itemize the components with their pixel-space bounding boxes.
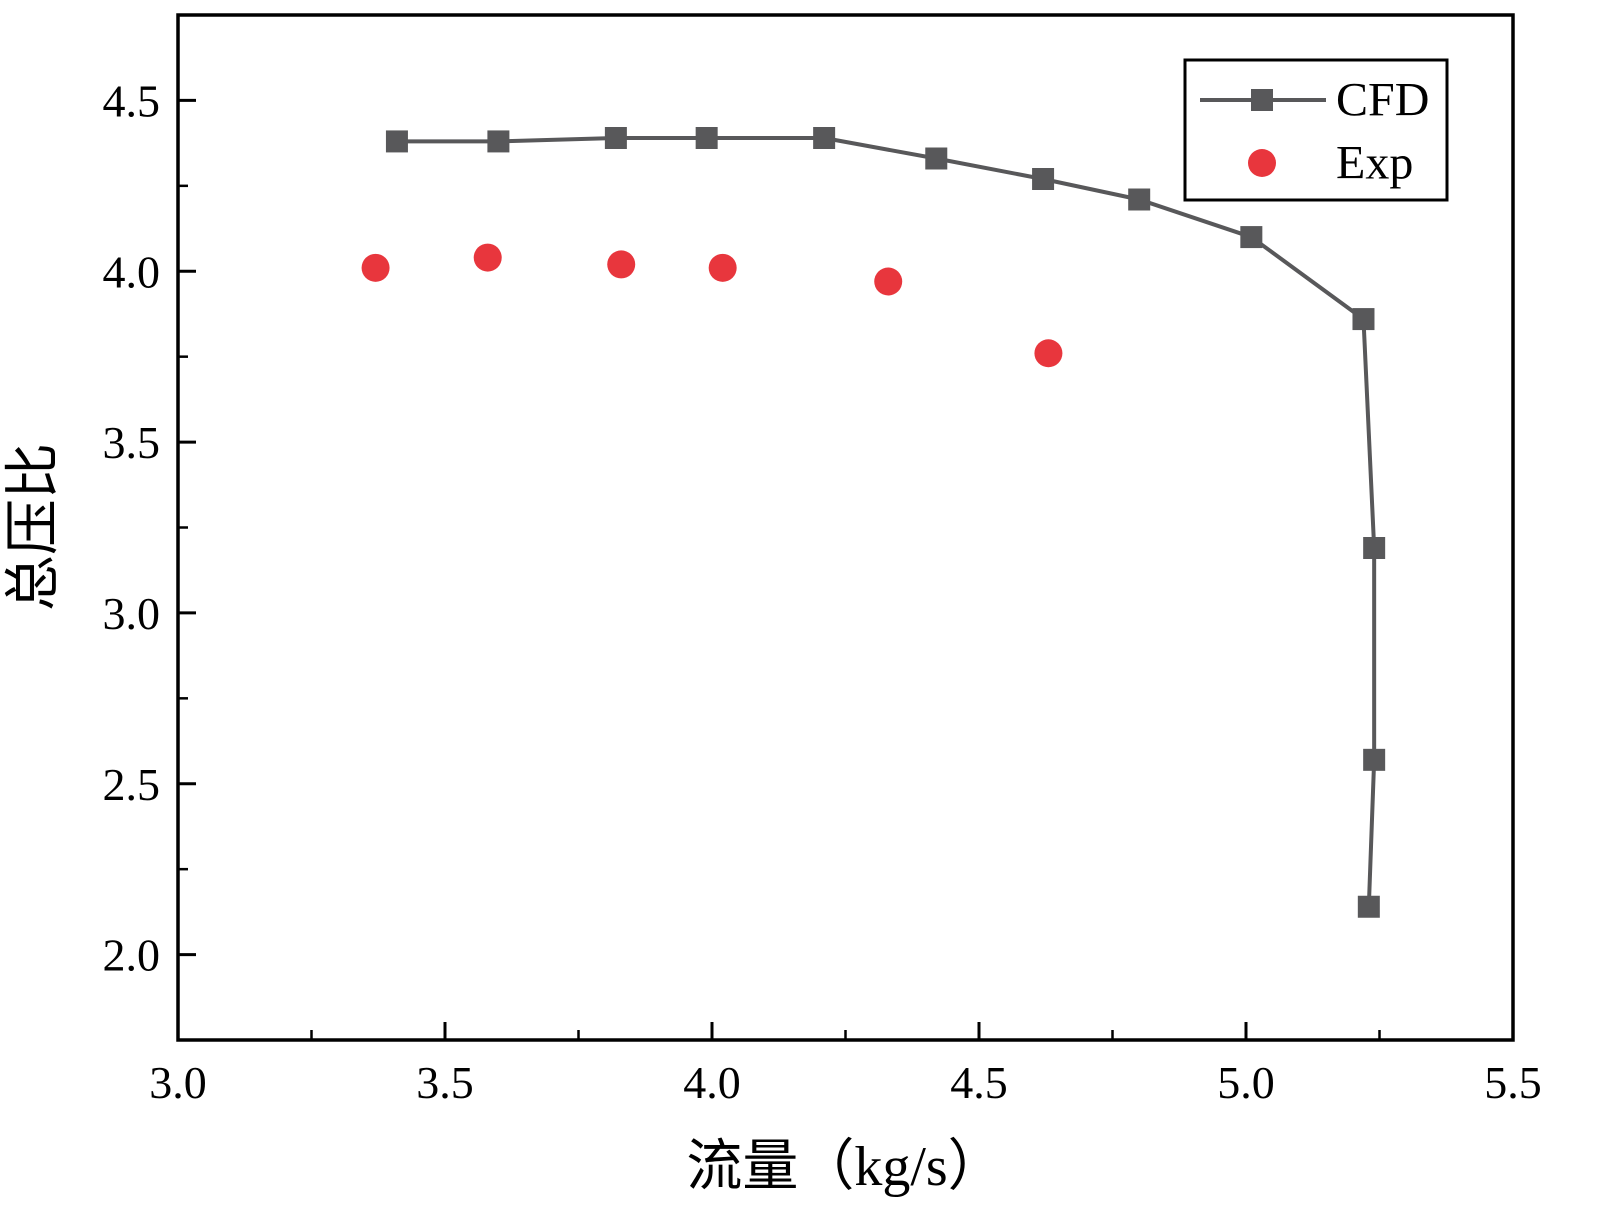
x-tick-label: 4.0	[683, 1057, 741, 1108]
y-tick-label: 4.0	[103, 246, 161, 297]
data-point-square-marker	[695, 127, 718, 149]
legend-exp-circle-marker-icon	[1248, 149, 1276, 177]
y-tick-label: 3.5	[103, 417, 161, 468]
data-point-square-marker	[1363, 748, 1386, 771]
legend-exp-label: Exp	[1336, 137, 1413, 190]
data-point-square-marker	[1352, 308, 1375, 331]
data-point-circle-marker	[361, 253, 390, 282]
data-point-square-marker	[385, 130, 408, 153]
legend-cfd-square-marker-icon	[1251, 89, 1273, 111]
data-point-square-marker	[925, 147, 948, 170]
data-point-square-marker	[1128, 188, 1151, 211]
legend-item-exp: Exp	[1248, 137, 1413, 190]
data-point-square-marker	[487, 130, 510, 153]
data-point-circle-marker	[473, 243, 502, 272]
x-tick-label: 3.0	[149, 1057, 207, 1108]
x-tick-label: 3.5	[416, 1057, 474, 1108]
data-point-square-marker	[1357, 895, 1380, 918]
plot-content: 3.0 3.5 4.0 4.5 5.0 5.5 2.0 2.5 3.0 3.5 4.0 4.5	[103, 13, 1542, 1108]
y-tick-label: 2.5	[103, 759, 161, 810]
y-axis-ticks: 2.0 2.5 3.0 3.5 4.0 4.5	[103, 75, 196, 981]
data-point-square-marker	[1032, 168, 1055, 190]
legend-cfd-label: CFD	[1336, 74, 1429, 127]
series-exp	[361, 243, 1063, 368]
x-axis-label: 流量（kg/s）	[686, 1136, 1003, 1198]
y-tick-label: 3.0	[103, 588, 161, 639]
x-axis-ticks: 3.0 3.5 4.0 4.5 5.0 5.5	[149, 1022, 1542, 1108]
y-tick-label: 2.0	[103, 930, 161, 981]
y-tick-label: 4.5	[103, 75, 161, 126]
x-tick-label: 4.5	[950, 1057, 1008, 1108]
data-point-square-marker	[1240, 226, 1263, 249]
x-tick-label: 5.0	[1217, 1057, 1275, 1108]
data-point-circle-marker	[1034, 339, 1063, 368]
data-point-circle-marker	[874, 267, 903, 296]
y-axis-label: 总压比	[3, 443, 65, 611]
data-point-circle-marker	[607, 250, 636, 279]
data-point-circle-marker	[708, 253, 737, 282]
data-point-square-marker	[813, 127, 836, 149]
legend-box	[1183, 58, 1449, 202]
data-point-square-marker	[1363, 537, 1386, 559]
x-tick-label: 5.5	[1484, 1057, 1542, 1108]
series-cfd	[385, 127, 1386, 918]
series-line	[396, 136, 1377, 907]
data-point-square-marker	[604, 127, 627, 149]
legend: CFD Exp	[1183, 58, 1449, 202]
legend-item-cfd: CFD	[1200, 74, 1429, 127]
